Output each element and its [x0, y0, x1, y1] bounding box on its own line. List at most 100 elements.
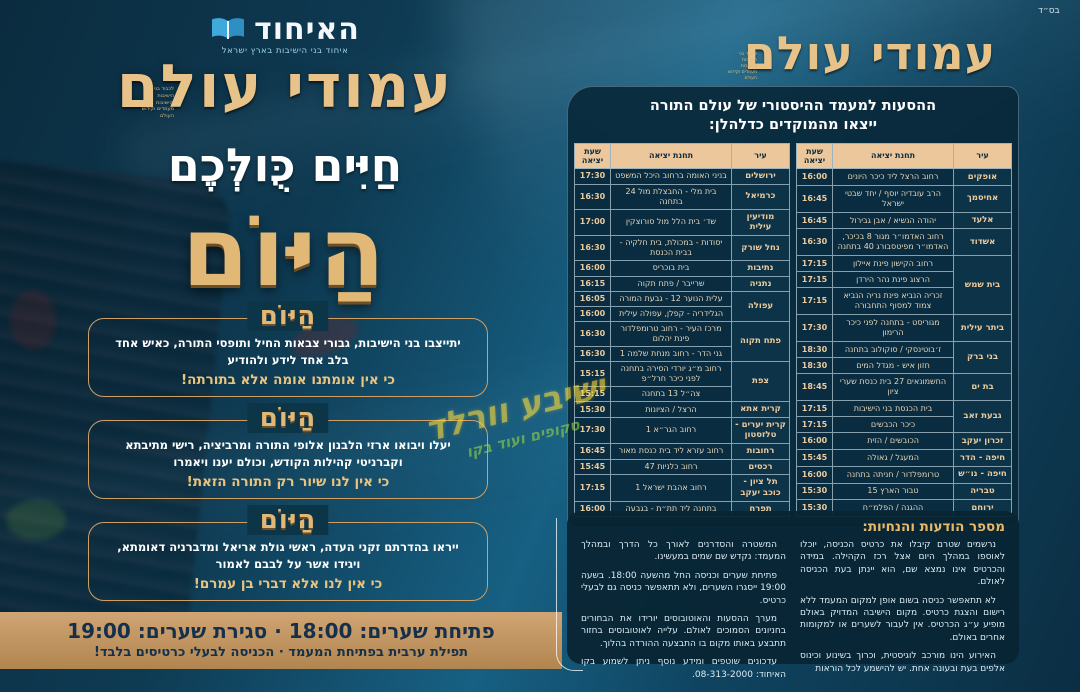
- brand-fine-print: לכבוד בני הישיבות והישיבות מעמדים וקידוש…: [141, 86, 174, 119]
- quote-box-2: הַיּוֹם יעלו ויבואו ארזי הלבנון אלופי הת…: [88, 403, 488, 500]
- time-cell: 18:45: [796, 373, 833, 402]
- station-cell: בית בוכריס: [610, 259, 732, 277]
- org-logo-subtitle: איחוד בני הישיבות בארץ ישראל: [221, 46, 349, 56]
- city-cell: חיפה - נו״ש: [953, 465, 1012, 484]
- station-cell: בניני האומה ברחוב היכל המשפט: [610, 168, 732, 185]
- table-header-row: עיר תחנת יציאה שעת יציאה: [796, 142, 1012, 170]
- station-cell: יהודה הנשיא / אבן גבירול: [832, 211, 954, 230]
- time-cell: 16:00: [796, 168, 833, 186]
- notice-paragraph: פתיחת שערים וכניסה החל מהשעה 18:00. בשעה…: [581, 570, 786, 606]
- notices-column-left: המשטרה והסדרנים לאורך כל הדרך ובמהלך המע…: [581, 539, 786, 687]
- headline-hayom: הַיּוֹם: [181, 196, 388, 308]
- city-cell: ביתר עילית: [953, 314, 1012, 343]
- station-cell: מגוריסט - בתחנה לפני כיכר הרימון: [832, 314, 954, 343]
- station-cell: שרייבר / פתח תקוה: [610, 275, 732, 293]
- station-cell: הכובשים / הזית: [832, 432, 954, 451]
- table-row: פתח תקוה מרכז העיר - רחוב טרומפלדור פינת …: [574, 321, 790, 363]
- city-cell: חיפה - הדר: [953, 449, 1012, 467]
- table-row: צה״ל 13 בתחנה 15:15: [574, 386, 790, 403]
- station-cell: רחוב הקישון פינת איילון: [832, 255, 954, 273]
- table-row: אחיסמך הרב עובדיה יוסף / יחד שבטי ישראל 16…: [796, 184, 1012, 213]
- table-row: בת ים החשמונאים 27 בית כנסת שערי ציון 18:4…: [796, 373, 1012, 402]
- station-cell: רחוב מ״ג יורדי הסירה בתחנה לפני כיכר חרל…: [610, 361, 732, 388]
- city-cell: רכסים: [731, 458, 790, 476]
- notices-column-right: נרשמים שטרם קיבלו את כרטיס הכניסה, יוכלו…: [800, 539, 1005, 687]
- notice-paragraph: מערך ההסעות והאוטובוסים יורידו את הבחורי…: [581, 614, 786, 649]
- table-row: בית שמש רחוב הקישון פינת איילון 17:15: [796, 255, 1012, 316]
- station-cell: עלית הנוער 12 - גבעת המורה: [610, 291, 732, 308]
- time-cell: 15:30: [574, 401, 611, 418]
- quote-box-1: הַיּוֹם יתייצבו בני הישיבות, גבורי צבאות…: [88, 301, 488, 398]
- time-cell: 16:30: [796, 228, 833, 257]
- city-cell: נתניה: [731, 275, 790, 293]
- city-cell: מודיעין עילית: [731, 208, 790, 236]
- quote-box-body: יעלו ויבואו ארזי הלבנון אלופי התורה ומרב…: [125, 438, 451, 469]
- column-header-city: עיר: [731, 142, 790, 170]
- city-cell: גבעת זאב: [953, 400, 1012, 434]
- time-cell: 15:15: [574, 361, 611, 388]
- time-cell: 15:45: [574, 458, 611, 476]
- station-cell: הרב עובדיה יוסף / יחד שבטי ישראל: [832, 184, 954, 213]
- org-logo-title: האיחוד: [254, 12, 360, 47]
- table-row: ביתר עילית מגוריסט - בתחנה לפני כיכר הרימ…: [796, 314, 1012, 343]
- city-cell: אחיסמך: [953, 184, 1012, 213]
- time-cell: 16:00: [796, 432, 833, 451]
- time-cell: 17:15: [574, 474, 611, 502]
- transport-header-line1: ההסעות למעמד ההיסטורי של עולם התורה: [649, 98, 937, 114]
- table-header-row: עיר תחנת יציאה שעת יציאה: [574, 142, 790, 170]
- station-cell: רחוב אהבת ישראל 1: [610, 474, 732, 502]
- station-cell: מרכז העיר - רחוב טרומפלדור פינת יהלום: [610, 321, 732, 348]
- time-cell: 16:30: [574, 183, 611, 210]
- quote-box-body: יתייצבו בני הישיבות, גבורי צבאות החיל ות…: [115, 336, 461, 367]
- city-cell: נתיבות: [731, 259, 790, 277]
- station-cell: הגלידריה - קפלן, עפולה עילית: [610, 306, 732, 323]
- time-cell: 16:45: [796, 184, 833, 213]
- time-cell: 17:15: [796, 255, 833, 273]
- table-row: נחל שורק יסודות - במכולת, בית חלקיה - בבי…: [574, 234, 790, 261]
- city-cell: פתח תקוה: [731, 321, 790, 363]
- station-cell: רחוב האדמו״ר מגור 8 בכיכר, האדמו״ר מפיטס…: [832, 228, 954, 257]
- city-cell: צפת: [731, 361, 790, 403]
- city-cell: כרמיאל: [731, 183, 790, 210]
- transport-table-second-half: עיר תחנת יציאה שעת יציאה ירושלים בניני הא…: [574, 142, 790, 518]
- time-cell: 16:30: [574, 321, 611, 348]
- time-cell: 15:45: [796, 449, 833, 467]
- table-row: רחובות רחוב עזרא ליד בית כנסת מאור 16:45: [574, 443, 790, 460]
- table-row: אשדוד רחוב האדמו״ר מגור 8 בכיכר, האדמו״ר …: [796, 228, 1012, 257]
- table-row: תל ציון - כוכב יעקב רחוב אהבת ישראל 1 17:1…: [574, 474, 790, 502]
- transport-panel-header: ההסעות למעמד ההיסטורי של עולם התורה ייצא…: [576, 97, 1010, 135]
- city-cell: ירושלים: [731, 168, 790, 185]
- city-cell: אלעד: [953, 211, 1012, 230]
- column-header-city: עיר: [953, 142, 1012, 170]
- time-cell: 17:00: [574, 208, 611, 236]
- entry-note: תפילת ערבית בפתיחת המעמד · הכניסה לבעלי …: [93, 645, 469, 660]
- city-cell: בני ברק: [953, 341, 1012, 375]
- time-cell: 15:30: [796, 482, 833, 501]
- city-cell: אופקים: [953, 168, 1012, 186]
- quote-box-heading: הַיּוֹם: [247, 403, 329, 433]
- station-cell: ז׳בוטינסקי / סוקולוב בתחנה: [832, 341, 954, 359]
- quote-box-3: הַיּוֹם ייראו בהדרתם זקני העדה, ראשי גול…: [88, 505, 488, 602]
- station-cell: בית הכנסת בני הישיבות: [832, 400, 954, 418]
- column-header-time: שעת יציאה: [574, 142, 611, 170]
- table-row: נתניה שרייבר / פתח תקוה 16:15: [574, 275, 790, 293]
- brand-fine-print: לכבוד בני הישיבות והישיבות מעמדים וקידוש…: [727, 52, 757, 82]
- time-cell: 16:05: [574, 291, 611, 308]
- time-cell: 16:00: [574, 306, 611, 323]
- station-cell: רחוב כלניות 47: [610, 458, 732, 476]
- table-row: כיכר הכבשים 17:15: [796, 416, 1012, 434]
- table-row: גני הדר - רחוב מנחת שלמה 1 16:30: [574, 346, 790, 363]
- column-header-time: שעת יציאה: [796, 142, 833, 170]
- station-cell: המעגל / גאולה: [832, 449, 954, 467]
- city-cell: זכרון יעקב: [953, 432, 1012, 451]
- table-row: נתיבות בית בוכריס 16:00: [574, 259, 790, 277]
- notice-paragraph: נרשמים שטרם קיבלו את כרטיס הכניסה, יוכלו…: [800, 540, 1005, 588]
- station-cell: צה״ל 13 בתחנה: [610, 386, 732, 403]
- time-cell: 16:45: [574, 443, 611, 460]
- time-cell: 17:15: [796, 287, 833, 316]
- station-cell: חזון איש - מגדל המים: [832, 357, 954, 375]
- station-cell: רחוב עזרא ליד בית כנסת מאור: [610, 443, 732, 460]
- table-row: אלעד יהודה הנשיא / אבן גבירול 16:45: [796, 211, 1012, 230]
- table-row: אופקים רחוב הרצל ליד כיכר היונים 16:00: [796, 168, 1012, 186]
- event-brand-title-right: עמודי עולם: [743, 26, 997, 80]
